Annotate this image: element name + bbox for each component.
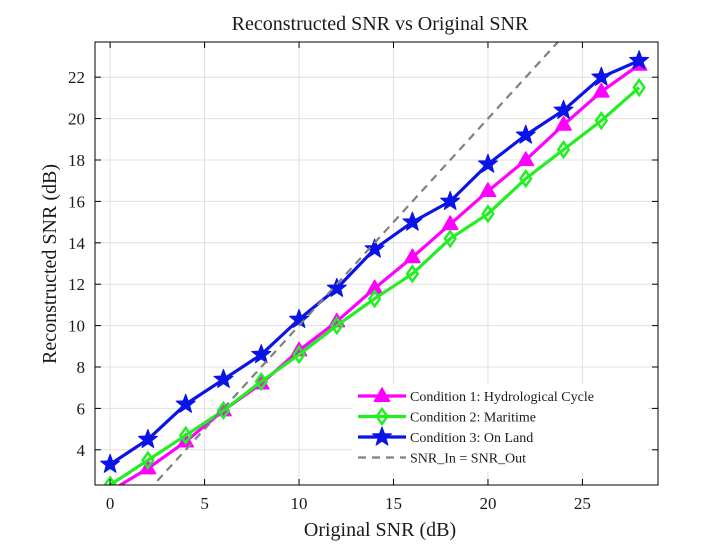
legend: Condition 1: Hydrological Cycle Condition… <box>352 384 648 472</box>
data-point <box>177 432 195 448</box>
x-axis-label: Original SNR (dB) <box>304 519 456 541</box>
data-point <box>366 279 383 295</box>
legend-label: Condition 2: Maritime <box>410 411 536 426</box>
y-tick-label: 20 <box>68 110 85 129</box>
legend-label: Condition 3: On Land <box>410 431 533 446</box>
data-point <box>178 425 193 445</box>
data-point <box>629 50 650 70</box>
y-tick-label: 4 <box>77 441 86 460</box>
y-tick-label: 10 <box>68 317 85 336</box>
y-tick-label: 12 <box>68 275 85 294</box>
data-point <box>289 308 310 328</box>
x-tick-label: 10 <box>291 494 308 513</box>
legend-item: Condition 1: Hydrological Cycle <box>358 387 594 405</box>
data-point <box>440 190 461 210</box>
data-point <box>175 393 196 413</box>
series-line <box>152 42 560 485</box>
series-3 <box>100 50 650 473</box>
data-point <box>364 238 385 258</box>
x-tick-label: 5 <box>200 494 209 513</box>
x-tick-label: 0 <box>106 494 115 513</box>
plot-frame <box>94 41 659 486</box>
data-point <box>517 151 535 166</box>
data-point <box>251 344 272 364</box>
data-point <box>216 400 231 421</box>
legend-marker <box>375 406 389 427</box>
data-point <box>594 110 609 131</box>
y-tick-label: 6 <box>77 399 86 418</box>
data-point <box>477 153 498 173</box>
series-line <box>109 86 641 485</box>
data-point <box>213 368 234 389</box>
data-point <box>405 264 420 284</box>
y-tick-label: 22 <box>68 68 85 87</box>
data-point <box>402 211 423 231</box>
legend-label: SNR_In = SNR_Out <box>410 452 526 467</box>
series-4 <box>152 42 560 485</box>
data-point <box>555 116 572 131</box>
x-tick-label: 25 <box>574 494 591 513</box>
x-tick-label: 20 <box>479 494 496 513</box>
data-point <box>141 450 155 470</box>
series-2 <box>103 77 646 485</box>
chart-title: Reconstructed SNR vs Original SNR <box>232 13 529 35</box>
grid <box>95 42 658 485</box>
data-point <box>481 204 495 224</box>
series-layer <box>100 42 650 485</box>
data-point <box>518 168 533 189</box>
data-point <box>515 124 536 144</box>
data-point <box>326 277 347 297</box>
y-tick-label: 16 <box>68 192 85 211</box>
data-point <box>404 248 421 264</box>
data-point <box>632 77 646 98</box>
data-point <box>367 289 382 309</box>
data-point <box>254 371 269 392</box>
x-tick-label: 15 <box>385 494 402 513</box>
data-point <box>553 99 574 119</box>
data-point <box>103 475 117 485</box>
data-point <box>330 315 344 336</box>
y-tick-label: 14 <box>68 234 86 253</box>
legend-item: SNR_In = SNR_Out <box>358 452 526 467</box>
legend-marker <box>371 426 393 446</box>
y-tick-label: 18 <box>68 151 85 170</box>
data-point <box>443 228 457 249</box>
data-point <box>591 66 612 86</box>
legend-item: Condition 3: On Land <box>358 426 533 446</box>
data-point <box>100 453 121 473</box>
data-point <box>556 139 571 160</box>
data-point <box>592 82 610 98</box>
data-point <box>292 344 306 365</box>
axis-ticks: 0 5 10 15 20 25 4 6 8 10 12 14 16 18 20 22 <box>68 42 658 513</box>
y-tick-label: 8 <box>77 358 86 377</box>
data-point <box>137 428 158 449</box>
legend-label: Condition 1: Hydrological Cycle <box>410 390 594 405</box>
legend-item: Condition 2: Maritime <box>358 406 536 427</box>
legend-marker <box>373 387 391 402</box>
y-axis-label: Reconstructed SNR (dB) <box>39 164 61 364</box>
data-point <box>479 182 497 197</box>
